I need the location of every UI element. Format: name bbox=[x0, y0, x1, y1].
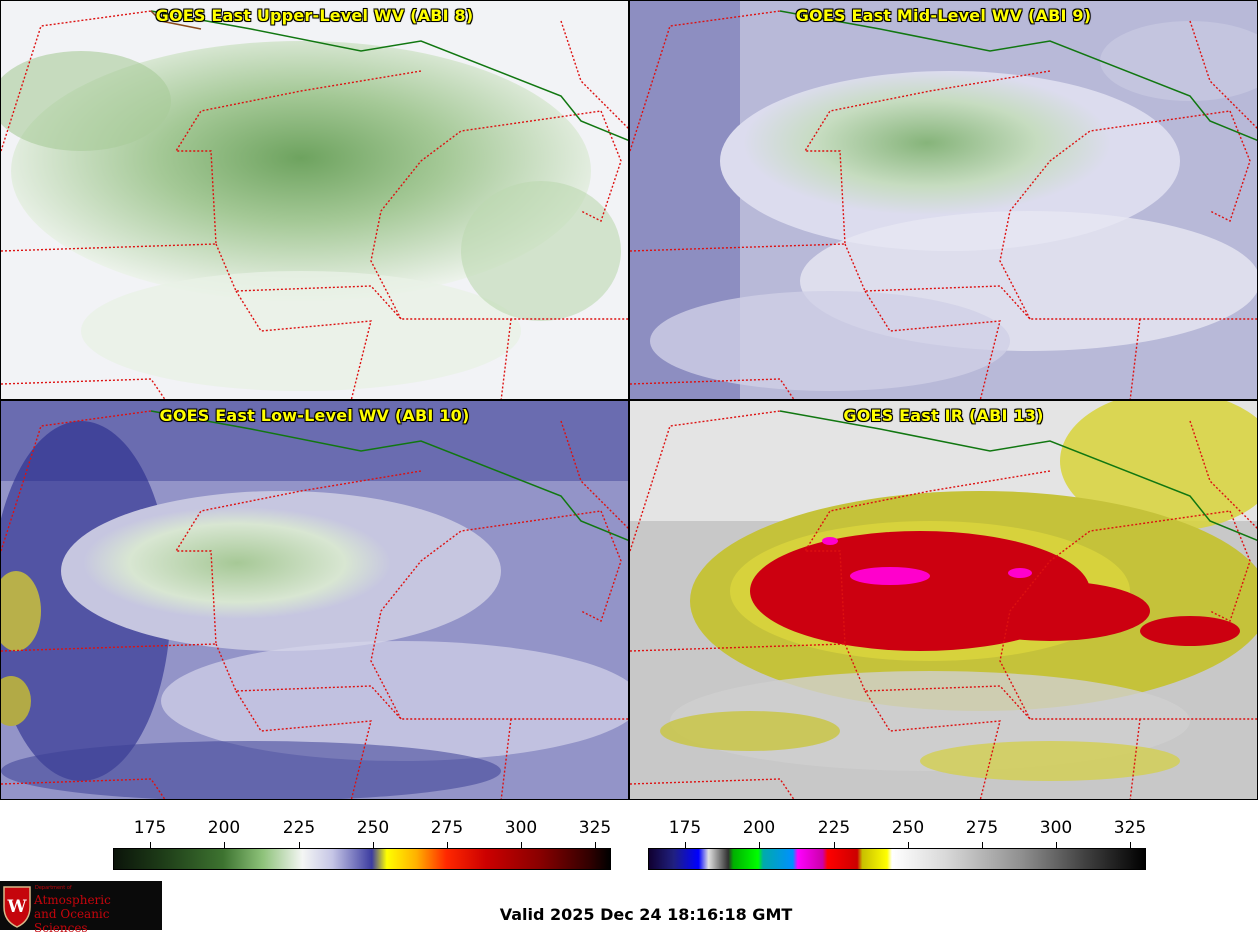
wv-colorbar-gradient bbox=[113, 848, 611, 870]
ir-tick-mark bbox=[908, 842, 909, 848]
ir-tick-mark bbox=[982, 842, 983, 848]
ir-tick-label: 200 bbox=[742, 818, 776, 838]
wv-tick-label: 300 bbox=[504, 818, 538, 838]
wv-tick-mark bbox=[224, 842, 225, 848]
ir-tick-mark bbox=[1056, 842, 1057, 848]
wv-tick-mark bbox=[299, 842, 300, 848]
ir-tick-mark bbox=[1130, 842, 1131, 848]
crest-letter: W bbox=[6, 897, 27, 917]
wv-tick-label: 225 bbox=[282, 818, 316, 838]
uw-crest-icon: W bbox=[3, 886, 31, 928]
panel-title: GOES East Mid-Level WV (ABI 9) bbox=[795, 6, 1092, 25]
ir-tick-mark bbox=[685, 842, 686, 848]
upper-level-wv-image bbox=[1, 1, 628, 399]
panel-upper-level-wv: GOES East Upper-Level WV (ABI 8) bbox=[0, 0, 629, 400]
ir-tick-label: 275 bbox=[965, 818, 999, 838]
wv-tick-mark bbox=[595, 842, 596, 848]
panel-title: GOES East Upper-Level WV (ABI 8) bbox=[155, 6, 474, 25]
wv-tick-mark bbox=[150, 842, 151, 848]
panel-mid-level-wv: GOES East Mid-Level WV (ABI 9) bbox=[629, 0, 1258, 400]
panel-ir: GOES East IR (ABI 13) bbox=[629, 400, 1258, 800]
ir-tick-label: 175 bbox=[668, 818, 702, 838]
wv-tick-label: 250 bbox=[356, 818, 390, 838]
panel-title: GOES East IR (ABI 13) bbox=[843, 406, 1044, 425]
logo-dept: Department of bbox=[35, 885, 72, 891]
ir-tick-label: 325 bbox=[1113, 818, 1147, 838]
ir-tick-mark bbox=[759, 842, 760, 848]
low-level-wv-image bbox=[1, 401, 628, 799]
wv-tick-mark bbox=[373, 842, 374, 848]
ir-tick-label: 225 bbox=[817, 818, 851, 838]
wv-tick-label: 275 bbox=[430, 818, 464, 838]
panel-title: GOES East Low-Level WV (ABI 10) bbox=[159, 406, 470, 425]
mid-level-wv-image bbox=[630, 1, 1257, 399]
wv-colorbar: 175 200 225 250 275 300 325 bbox=[113, 800, 611, 872]
wv-tick-label: 200 bbox=[207, 818, 241, 838]
ir-tick-label: 300 bbox=[1039, 818, 1073, 838]
wv-tick-mark bbox=[447, 842, 448, 848]
valid-time-label: Valid 2025 Dec 24 18:16:18 GMT bbox=[499, 905, 793, 924]
ir-colorbar: 175 200 225 250 275 300 325 bbox=[648, 800, 1146, 872]
ir-tick-label: 250 bbox=[891, 818, 925, 838]
ir-tick-mark bbox=[834, 842, 835, 848]
ir-colorbar-gradient bbox=[648, 848, 1146, 870]
ir-image bbox=[630, 401, 1257, 799]
aos-logo: W Department of Atmospheric and Oceanic … bbox=[0, 881, 162, 935]
wv-tick-label: 325 bbox=[578, 818, 612, 838]
panel-low-level-wv: GOES East Low-Level WV (ABI 10) bbox=[0, 400, 629, 800]
wv-tick-mark bbox=[521, 842, 522, 848]
wv-tick-label: 175 bbox=[133, 818, 167, 838]
logo-line1: Atmospheric bbox=[34, 893, 111, 907]
